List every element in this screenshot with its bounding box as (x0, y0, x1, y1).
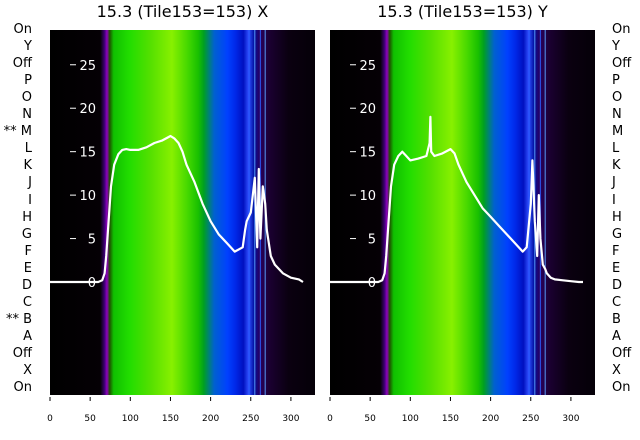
x-tick-label: 200 (482, 414, 499, 424)
y-tick-label: 20 (359, 102, 376, 117)
row-label: On (612, 380, 631, 395)
row-label: Off (612, 345, 632, 361)
row-label: H (612, 209, 622, 225)
row-label: On (13, 380, 32, 395)
y-tick-label: 5 (88, 233, 96, 248)
row-label: ** B (5, 311, 32, 327)
row-label: ** M (3, 124, 32, 140)
x-tick-label: 50 (84, 414, 96, 424)
row-label: C (22, 294, 32, 310)
row-label: E (612, 260, 621, 276)
row-label: N (22, 107, 32, 123)
x-tick-label: 150 (162, 414, 179, 424)
x-tick-label: 250 (242, 414, 259, 424)
x-tick-label: 250 (522, 414, 539, 424)
y-tick-label: 0 (368, 276, 376, 291)
y-tick-label: 10 (79, 189, 96, 204)
y-tick-label: 25 (359, 59, 376, 74)
y-tick-label: 25 (79, 59, 96, 74)
row-label: I (612, 192, 616, 208)
panel-title-y: 15.3 (Tile153=153) Y (377, 2, 548, 21)
row-label: J (28, 175, 32, 191)
row-label: D (21, 277, 32, 293)
heatmap-background (330, 30, 595, 395)
heatmap-background (50, 30, 315, 395)
row-label: G (21, 226, 32, 242)
x-tick-label: 100 (122, 414, 139, 424)
x-tick-label: 300 (282, 414, 299, 424)
row-label: Off (612, 56, 632, 72)
x-tick-label: 150 (442, 414, 459, 424)
y-tick-label: 0 (88, 276, 96, 291)
row-label: I (28, 192, 32, 208)
row-label: On (13, 22, 32, 37)
row-label: K (23, 158, 32, 174)
x-tick-label: 100 (402, 414, 419, 424)
row-label: L (612, 141, 620, 157)
y-tick-label: 15 (79, 146, 96, 161)
row-label: J (612, 175, 616, 191)
y-tick-label: 15 (359, 146, 376, 161)
row-label: Off (12, 56, 32, 72)
y-tick-label: 10 (359, 189, 376, 204)
row-label: D (612, 277, 623, 293)
y-tick-label: 5 (368, 233, 376, 248)
row-label: X (612, 363, 621, 378)
row-label: A (23, 328, 32, 344)
series-line (50, 134, 304, 284)
row-label: E (23, 260, 32, 276)
row-label: P (24, 73, 32, 89)
row-label: N (612, 107, 622, 123)
row-label: F (612, 243, 620, 259)
series-line (330, 115, 583, 284)
row-label: K (612, 158, 621, 174)
panel-title-x: 15.3 (Tile153=153) X (96, 2, 269, 21)
row-label: A (612, 328, 621, 344)
x-tick-label: 0 (327, 414, 333, 424)
x-tick-label: 50 (364, 414, 376, 424)
x-tick-label: 200 (202, 414, 219, 424)
row-label: P (612, 73, 620, 89)
row-label: Y (612, 39, 620, 54)
x-tick-label: 0 (47, 414, 53, 424)
row-label: O (612, 90, 623, 106)
row-label: F (24, 243, 32, 259)
y-tick-label: 20 (79, 102, 96, 117)
row-label: On (612, 22, 631, 37)
row-label: Y (24, 39, 32, 54)
row-label: L (24, 141, 32, 157)
row-label: C (612, 294, 622, 310)
row-label: H (22, 209, 32, 225)
x-tick-label: 300 (562, 414, 579, 424)
row-label: Off (12, 345, 32, 361)
row-label: M (612, 124, 624, 140)
row-label: X (23, 363, 32, 378)
row-label: B (612, 311, 621, 327)
row-label: G (612, 226, 623, 242)
row-label: O (21, 90, 32, 106)
